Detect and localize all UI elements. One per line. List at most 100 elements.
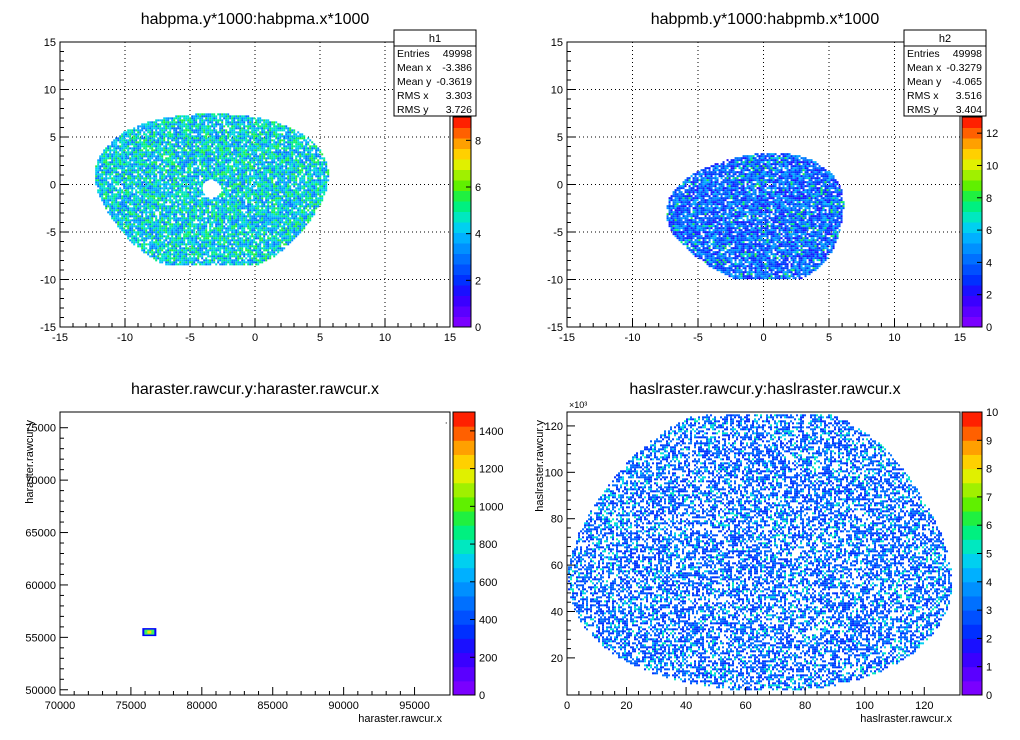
heat-cell bbox=[173, 163, 176, 166]
heat-cell bbox=[243, 223, 246, 226]
heat-cell bbox=[193, 199, 196, 202]
heat-cell bbox=[319, 151, 322, 154]
heat-cell bbox=[151, 157, 154, 160]
heat-cell bbox=[193, 117, 196, 120]
heat-cell bbox=[115, 177, 118, 180]
heat-cell bbox=[153, 215, 156, 218]
heat-cell bbox=[177, 161, 180, 164]
heat-cell bbox=[119, 157, 122, 160]
heat-cell bbox=[147, 153, 150, 156]
heat-cell bbox=[109, 149, 112, 152]
heat-cell bbox=[165, 187, 168, 190]
heat-cell bbox=[167, 151, 170, 154]
heat-cell bbox=[151, 141, 154, 144]
heat-cell bbox=[293, 129, 296, 132]
heat-cell bbox=[223, 129, 226, 132]
heat-cell bbox=[247, 151, 250, 154]
heat-cell bbox=[203, 147, 206, 150]
heat-cell bbox=[159, 199, 162, 202]
heat-cell bbox=[261, 219, 264, 222]
heat-cell bbox=[241, 199, 244, 202]
heat-cell bbox=[281, 179, 284, 182]
heat-cell bbox=[117, 223, 120, 226]
heat-cell bbox=[145, 217, 148, 220]
heat-cell bbox=[225, 171, 228, 174]
heat-cell bbox=[233, 175, 236, 178]
heat-cell bbox=[157, 157, 160, 160]
heat-cell bbox=[233, 131, 236, 134]
heat-cell bbox=[303, 173, 306, 176]
heat-cell bbox=[171, 123, 174, 126]
heat-cell bbox=[101, 175, 104, 178]
heat-cell bbox=[277, 199, 280, 202]
heat-cell bbox=[309, 169, 312, 172]
heat-cell bbox=[231, 141, 234, 144]
heat-cell bbox=[229, 175, 232, 178]
heat-cell bbox=[171, 167, 174, 170]
heat-cell bbox=[247, 139, 250, 142]
heat-cell bbox=[271, 199, 274, 202]
heat-cell bbox=[105, 195, 108, 198]
heat-cell bbox=[127, 143, 130, 146]
heat-cell bbox=[295, 191, 298, 194]
heat-cell bbox=[121, 145, 124, 148]
heat-cell bbox=[207, 197, 210, 200]
heat-cell bbox=[285, 223, 288, 226]
heat-cell bbox=[181, 219, 184, 222]
heat-cell bbox=[285, 199, 288, 202]
heat-cell bbox=[267, 145, 270, 148]
heat-cell bbox=[197, 183, 200, 186]
heat-cell bbox=[193, 207, 196, 210]
heat-cell bbox=[177, 119, 180, 122]
heat-cell bbox=[183, 191, 186, 194]
heat-cell bbox=[117, 205, 120, 208]
heat-cell bbox=[179, 217, 182, 220]
heat-cell bbox=[241, 135, 244, 138]
heat-cell bbox=[157, 183, 160, 186]
heat-cell bbox=[137, 141, 140, 144]
heat-cell bbox=[281, 195, 284, 198]
heat-cell bbox=[231, 223, 234, 226]
heat-cell bbox=[221, 199, 224, 202]
heat-cell bbox=[265, 141, 268, 144]
heat-cell bbox=[203, 175, 206, 178]
heat-cell bbox=[147, 141, 150, 144]
heat-cell bbox=[149, 215, 152, 218]
heat-cell bbox=[143, 225, 146, 228]
heat-cell bbox=[141, 155, 144, 158]
heat-cell bbox=[163, 197, 166, 200]
heat-cell bbox=[193, 173, 196, 176]
heat-cell bbox=[155, 165, 158, 168]
heat-cell bbox=[129, 221, 132, 224]
heat-cell bbox=[311, 145, 314, 148]
heat-cell bbox=[113, 211, 116, 214]
heat-cell bbox=[125, 179, 128, 182]
heat-cell bbox=[181, 181, 184, 184]
heat-cell bbox=[209, 157, 212, 160]
heat-cell bbox=[189, 193, 192, 196]
heat-cell bbox=[289, 197, 292, 200]
heat-cell bbox=[135, 139, 138, 142]
heat-cell bbox=[299, 141, 302, 144]
heat-cell bbox=[267, 187, 270, 190]
heat-cell bbox=[163, 187, 166, 190]
heat-cell bbox=[267, 183, 270, 186]
heat-cell bbox=[265, 157, 268, 160]
heat-cell bbox=[189, 185, 192, 188]
heat-cell bbox=[293, 201, 296, 204]
heat-cell bbox=[157, 123, 160, 126]
heat-cell bbox=[251, 117, 254, 120]
heat-cell bbox=[117, 171, 120, 174]
heat-cell bbox=[289, 211, 292, 214]
heat-cell bbox=[107, 173, 110, 176]
heat-cell bbox=[261, 163, 264, 166]
heat-cell bbox=[167, 195, 170, 198]
heat-cell bbox=[219, 163, 222, 166]
heat-cell bbox=[301, 155, 304, 158]
heat-cell bbox=[173, 175, 176, 178]
heat-cell bbox=[171, 205, 174, 208]
heat-cell bbox=[227, 137, 230, 140]
heat-cell bbox=[157, 201, 160, 204]
heat-cell bbox=[259, 157, 262, 160]
heat-cell bbox=[199, 217, 202, 220]
